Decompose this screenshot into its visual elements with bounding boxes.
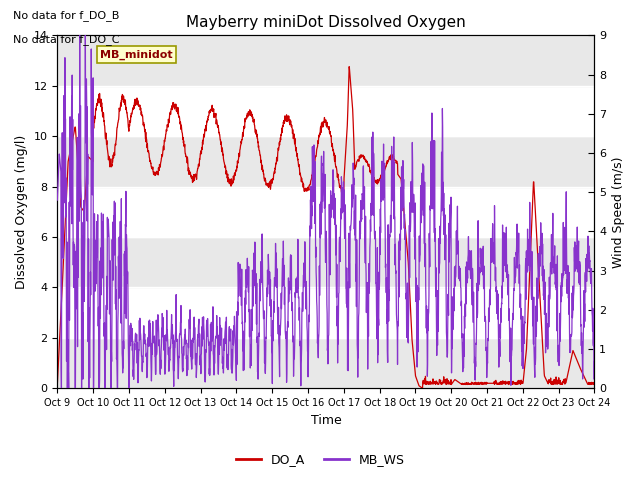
Bar — [58, 136, 595, 187]
Bar — [58, 288, 595, 338]
MB_WS — [58, 385, 65, 391]
Legend: DO_A, MB_WS: DO_A, MB_WS — [230, 448, 410, 471]
Line: MB_WS: MB_WS — [58, 36, 595, 388]
DO_A — [54, 380, 61, 386]
MB_WS — [575, 264, 583, 270]
DO_A — [575, 363, 583, 369]
DO_A — [419, 385, 426, 391]
Text: MB_minidot: MB_minidot — [100, 49, 173, 60]
DO_A — [575, 363, 583, 369]
MB_WS — [76, 33, 84, 38]
Text: No data for f_DO_B: No data for f_DO_B — [13, 10, 119, 21]
Y-axis label: Wind Speed (m/s): Wind Speed (m/s) — [612, 156, 625, 267]
MB_WS — [591, 359, 598, 364]
Y-axis label: Dissolved Oxygen (mg/l): Dissolved Oxygen (mg/l) — [15, 135, 28, 289]
DO_A — [591, 381, 598, 386]
MB_WS — [575, 281, 583, 287]
MB_WS — [81, 33, 89, 38]
Bar — [58, 36, 595, 86]
Line: DO_A: DO_A — [58, 67, 595, 388]
MB_WS — [316, 324, 323, 329]
DO_A — [81, 201, 89, 206]
Title: Mayberry miniDot Dissolved Oxygen: Mayberry miniDot Dissolved Oxygen — [186, 15, 466, 30]
X-axis label: Time: Time — [310, 414, 341, 427]
DO_A — [315, 137, 323, 143]
DO_A — [346, 64, 353, 70]
Bar — [58, 187, 595, 237]
Bar — [58, 338, 595, 388]
DO_A — [477, 381, 484, 386]
MB_WS — [477, 247, 484, 252]
MB_WS — [301, 239, 308, 245]
Bar — [58, 86, 595, 136]
Text: No data for f_DO_C: No data for f_DO_C — [13, 34, 119, 45]
MB_WS — [54, 197, 61, 203]
DO_A — [300, 189, 308, 194]
Bar — [58, 237, 595, 288]
